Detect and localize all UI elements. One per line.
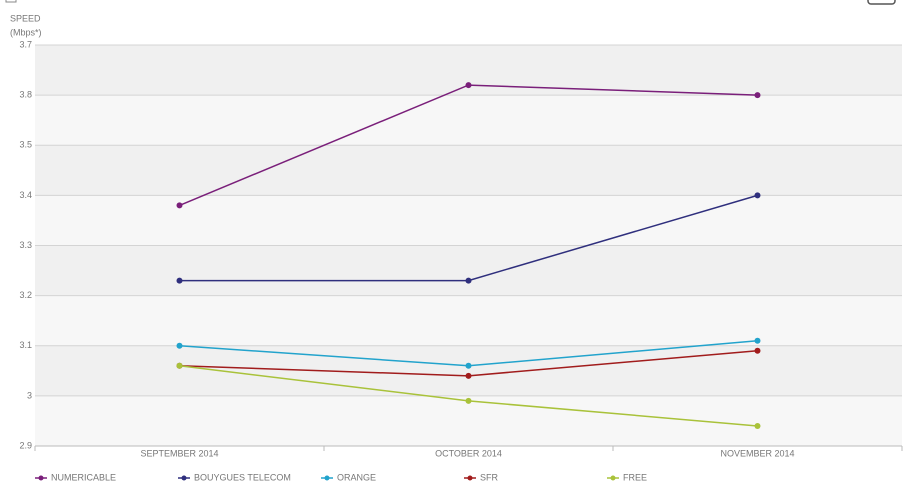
data-point [176,202,183,209]
legend-label: BOUYGUES TELECOM [194,472,291,482]
data-point [176,342,183,349]
y-tick-label: 3.4 [19,190,32,200]
plot-band [35,295,902,346]
menu-button[interactable] [867,0,896,5]
plot-band [35,195,902,246]
plot-band [35,395,902,446]
plot-band [35,95,902,146]
x-tick-label: SEPTEMBER 2014 [140,448,218,458]
data-point [754,192,761,199]
x-tick-label: OCTOBER 2014 [435,448,502,458]
legend-marker [38,475,44,481]
data-point [176,362,183,369]
y-tick-label: 3.5 [19,140,32,150]
y-axis-label: (Mbps*) [10,27,42,37]
plot-band [35,345,902,396]
y-tick-label: 3.7 [19,39,32,49]
y-tick-label: 3.8 [19,90,32,100]
legend-label: NUMERICABLE [51,472,116,482]
legend-label: SFR [480,472,499,482]
x-tick-label: NOVEMBER 2014 [720,448,794,458]
legend-label: ORANGE [337,472,376,482]
icon [5,0,17,3]
legend-marker [467,475,473,481]
legend-marker [610,475,616,481]
y-tick-label: 3 [27,390,32,400]
y-tick-label: 3.2 [19,290,32,300]
y-tick-label: 3.1 [19,340,32,350]
plot-band [35,145,902,196]
legend-marker [181,475,187,481]
data-point [176,277,183,284]
y-tick-label: 3.3 [19,240,32,250]
data-point [754,337,761,344]
y-axis-label: SPEED [10,13,41,23]
legend-label: FREE [623,472,647,482]
plot-band [35,245,902,296]
data-point [465,362,472,369]
data-point [465,397,472,404]
data-point [754,347,761,354]
legend-marker [324,475,330,481]
data-point [465,277,472,284]
data-point [754,92,761,99]
data-point [465,372,472,379]
data-point [465,82,472,89]
data-point [754,422,761,429]
y-tick-label: 2.9 [19,440,32,450]
